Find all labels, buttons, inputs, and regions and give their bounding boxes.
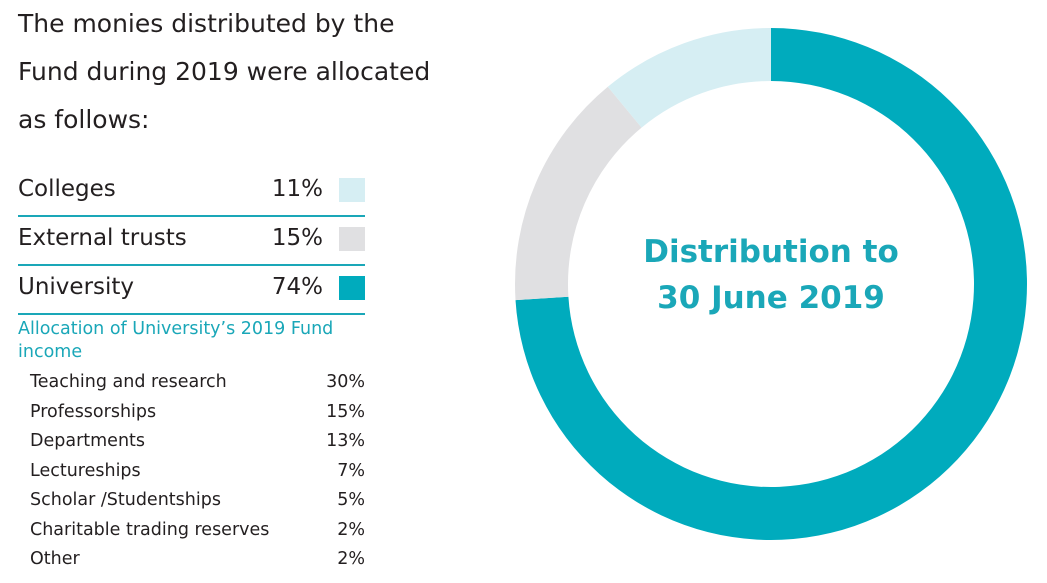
allocation-label: Charitable trading reserves [30,519,270,540]
legend-swatch [339,276,365,300]
legend-label: Colleges [18,176,116,202]
legend-row-external-trusts: External trusts 15% [18,217,365,266]
list-item: Charitable trading reserves 2% [30,517,365,547]
list-item: Lectureships 7% [30,458,365,488]
legend-label: University [18,274,135,300]
donut-slice-colleges [607,28,771,128]
donut-slices [515,28,1027,540]
legend-label: External trusts [18,225,187,251]
allocation-title-line-1: Allocation of University’s 2019 Fund [18,319,334,339]
allocation-label: Teaching and research [30,372,227,392]
allocation-label: Professorships [30,401,157,422]
intro-line-3: as follows: [18,105,150,134]
distribution-donut-chart: Distribution to 30 June 2019 [515,28,1027,540]
allocation-value: 2% [337,549,365,569]
legend-row-university: University 74% [18,266,365,315]
allocation-label: Departments [30,431,146,451]
allocation-value: 2% [337,519,365,540]
allocation-value: 30% [326,372,365,392]
legend-swatch [339,178,365,202]
list-item: Teaching and research 30% [30,369,365,399]
allocation-title: Allocation of University’s 2019 Fund inc… [18,318,358,364]
donut-slice-external-trusts [515,86,642,301]
legend-value: 11% [271,176,323,202]
allocation-value: 5% [337,490,365,510]
allocation-list: Teaching and research 30% Professorships… [30,369,365,576]
allocation-label: Lectureships [30,460,141,481]
allocation-value: 15% [326,401,365,422]
allocation-label: Other [30,549,80,569]
legend-row-colleges: Colleges 11% [18,168,365,217]
intro-line-1: The monies distributed by the [18,9,395,38]
list-item: Professorships 15% [30,399,365,429]
chart-center-label-line-1: Distribution to [643,234,899,270]
list-item: Departments 13% [30,428,365,458]
distribution-legend: Colleges 11% External trusts 15% Univers… [18,168,365,315]
allocation-title-line-2: income [18,342,83,362]
intro-line-2: Fund during 2019 were allocated [18,57,431,86]
list-item: Scholar /Studentships 5% [30,487,365,517]
chart-center-label-line-2: 30 June 2019 [657,280,885,316]
allocation-value: 13% [326,431,365,451]
intro-text: The monies distributed by the Fund durin… [18,0,438,144]
allocation-value: 7% [337,460,365,481]
legend-value: 74% [271,274,323,300]
allocation-label: Scholar /Studentships [30,490,221,510]
legend-swatch [339,227,365,251]
list-item: Other 2% [30,546,365,576]
legend-value: 15% [271,225,323,251]
